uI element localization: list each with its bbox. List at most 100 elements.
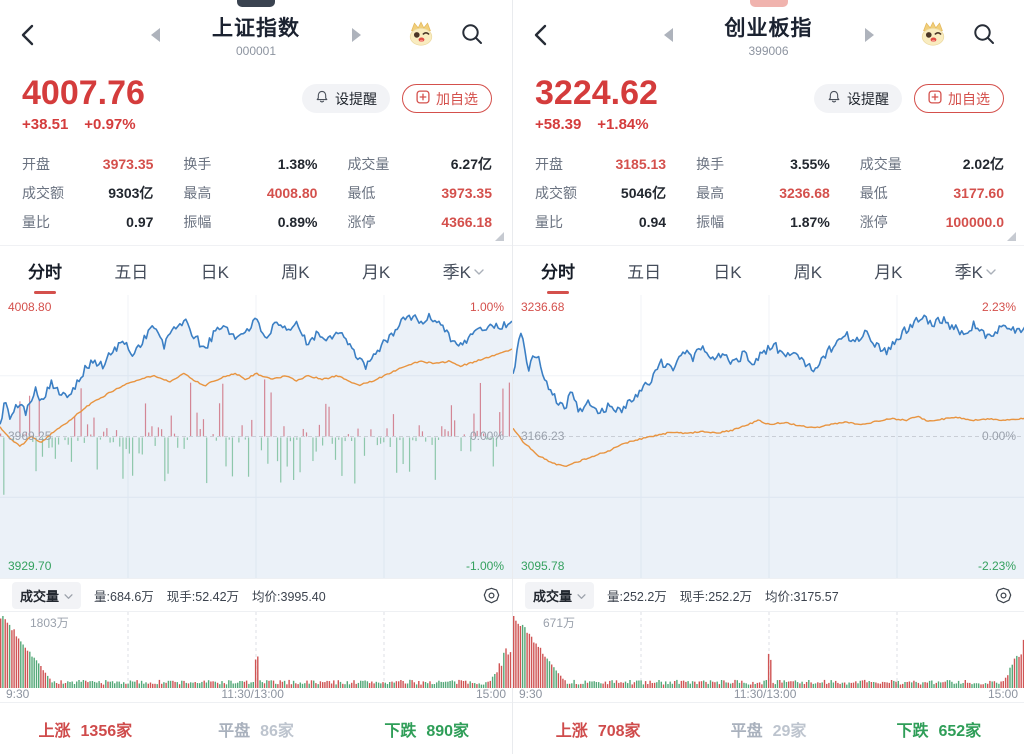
gear-icon[interactable]: [483, 587, 500, 604]
set-alert-button[interactable]: 设提醒: [302, 84, 390, 113]
mascot-icon[interactable]: [918, 20, 948, 52]
change-percent: +1.84%: [597, 116, 649, 133]
chart-zero-pct-label: 0.00%: [981, 428, 1016, 443]
decliners-count: 890家: [426, 722, 470, 740]
unchanged-stat[interactable]: 平盘 86家: [171, 717, 342, 741]
tab-daily-k[interactable]: 日K: [200, 263, 229, 282]
plus-box-icon: [928, 90, 942, 107]
period-tabs: 分时 五日 日K 周K 月K 季K: [0, 245, 512, 295]
tab-monthly-k[interactable]: 月K: [874, 263, 903, 282]
time-tick-midday: 11:30/13:00: [733, 687, 797, 701]
stats-grid: 开盘 3973.35 换手 1.38% 成交量 6.27亿 成交额 9303亿 最高 40…: [0, 144, 512, 245]
stat-high: 最高 4008.80: [183, 185, 318, 201]
prev-index-icon[interactable]: [663, 28, 673, 42]
set-alert-button[interactable]: 设提醒: [814, 84, 902, 113]
stats-grid: 开盘 3185.13 换手 3.55% 成交量 2.02亿 成交额 5046亿 最高 32…: [513, 144, 1024, 245]
mascot-icon[interactable]: [406, 20, 436, 52]
time-axis: 9:30 11:30/13:00 15:00: [513, 688, 1024, 702]
add-watchlist-label: 加自选: [436, 90, 478, 107]
volume-amount: 量:252.2万: [607, 589, 667, 604]
stat-low: 最低 3973.35: [347, 185, 492, 201]
chart-prevclose-label: 3969.25: [8, 428, 52, 443]
chevron-down-icon: [986, 261, 996, 281]
add-watchlist-button[interactable]: 加自选: [914, 84, 1004, 113]
indicator-selector[interactable]: 成交量: [12, 581, 82, 609]
volume-chart-canvas: [513, 612, 1024, 688]
chart-low-pct-label: -2.23%: [977, 559, 1016, 573]
volume-avg-price: 均价:3175.57: [765, 589, 839, 604]
volume-toolbar: 成交量 量:684.6万 现手:52.42万 均价:3995.40: [0, 579, 512, 612]
prev-index-icon[interactable]: [151, 28, 160, 42]
header: 创业板指 399006: [513, 0, 1024, 70]
tab-minute[interactable]: 分时: [28, 254, 62, 287]
bell-icon: [315, 90, 329, 107]
chart-high-pct-label: 2.23%: [981, 300, 1016, 314]
expand-stats-icon[interactable]: [1007, 232, 1016, 241]
chart-high-pct-label: 1.00%: [469, 300, 504, 314]
price-change: +38.51 +0.97%: [22, 116, 145, 133]
next-index-icon[interactable]: [864, 28, 874, 42]
next-index-icon[interactable]: [352, 28, 361, 42]
tab-five-day[interactable]: 五日: [627, 263, 662, 282]
tab-monthly-k[interactable]: 月K: [361, 263, 391, 282]
time-tick-open: 9:30: [6, 687, 30, 701]
action-buttons: 设提醒 加自选: [302, 84, 492, 144]
set-alert-label: 设提醒: [335, 90, 377, 107]
unchanged-stat[interactable]: 平盘 29家: [683, 717, 853, 741]
minute-chart[interactable]: 4008.80 1.00% 3969.25 0.00% 3929.70 -1.0…: [0, 295, 512, 579]
current-price: 4007.76: [22, 74, 145, 112]
volume-max-label: 1803万: [30, 616, 69, 630]
index-panel: 上证指数 000001 4007.76: [0, 0, 512, 754]
search-icon[interactable]: [972, 22, 996, 51]
minute-chart[interactable]: 3236.68 2.23% 3166.23 0.00% 3095.78 -2.2…: [513, 295, 1024, 579]
volume-max-label: 671万: [543, 616, 576, 630]
decliners-stat[interactable]: 下跌 890家: [341, 717, 512, 741]
stat-open: 开盘 3185.13: [535, 156, 667, 172]
chart-prevclose-label: 3166.23: [521, 428, 565, 443]
back-icon[interactable]: [20, 24, 34, 51]
chart-low-pct-label: -1.00%: [465, 559, 504, 573]
tab-weekly-k[interactable]: 周K: [793, 263, 823, 282]
tab-quarterly-k[interactable]: 季K: [955, 254, 996, 287]
tab-five-day[interactable]: 五日: [114, 263, 149, 282]
tab-weekly-k[interactable]: 周K: [281, 263, 310, 282]
volume-chart-canvas: [0, 612, 512, 688]
minute-chart-canvas: [513, 295, 1024, 578]
indicator-selector[interactable]: 成交量: [525, 581, 595, 609]
volume-amount: 量:684.6万: [94, 589, 154, 604]
top-notch-bar: [749, 0, 788, 7]
index-code: 000001: [235, 44, 277, 58]
volume-chart[interactable]: 671万: [513, 612, 1024, 688]
price-block: 3224.62 +58.39 +1.84%: [535, 74, 658, 144]
index-code: 399006: [748, 44, 789, 58]
stat-amount: 成交额 5046亿: [535, 185, 667, 201]
stat-high: 最高 3236.68: [696, 185, 830, 201]
add-watchlist-label: 加自选: [948, 90, 990, 107]
search-icon[interactable]: [460, 22, 484, 51]
expand-stats-icon[interactable]: [495, 232, 504, 241]
minute-chart-canvas: [0, 295, 512, 578]
gear-icon[interactable]: [995, 587, 1012, 604]
tab-daily-k[interactable]: 日K: [713, 263, 742, 282]
stat-volume: 成交量 6.27亿: [347, 156, 492, 172]
unchanged-label: 平盘: [730, 722, 763, 740]
chevron-down-icon: [474, 261, 484, 281]
advancers-count: 1356家: [80, 722, 133, 740]
volume-avg-price: 均价:3995.40: [252, 589, 326, 604]
stat-volume: 成交量 2.02亿: [859, 156, 1004, 172]
advancers-stat[interactable]: 上涨 1356家: [0, 717, 171, 741]
decliners-stat[interactable]: 下跌 652家: [854, 717, 1024, 741]
back-icon[interactable]: [533, 24, 547, 51]
tab-minute[interactable]: 分时: [541, 254, 575, 287]
stat-low: 最低 3177.60: [859, 185, 1004, 201]
chart-low-label: 3095.78: [521, 559, 565, 573]
volume-chart[interactable]: 1803万: [0, 612, 512, 688]
advancers-stat[interactable]: 上涨 708家: [513, 717, 683, 741]
add-watchlist-button[interactable]: 加自选: [402, 84, 492, 113]
tab-quarterly-k[interactable]: 季K: [443, 254, 484, 287]
action-buttons: 设提醒 加自选: [814, 84, 1004, 144]
stat-turnover-rate: 换手 3.55%: [696, 156, 830, 172]
unchanged-label: 平盘: [218, 722, 251, 740]
index-panel: 创业板指 399006 3224.62: [512, 0, 1024, 754]
